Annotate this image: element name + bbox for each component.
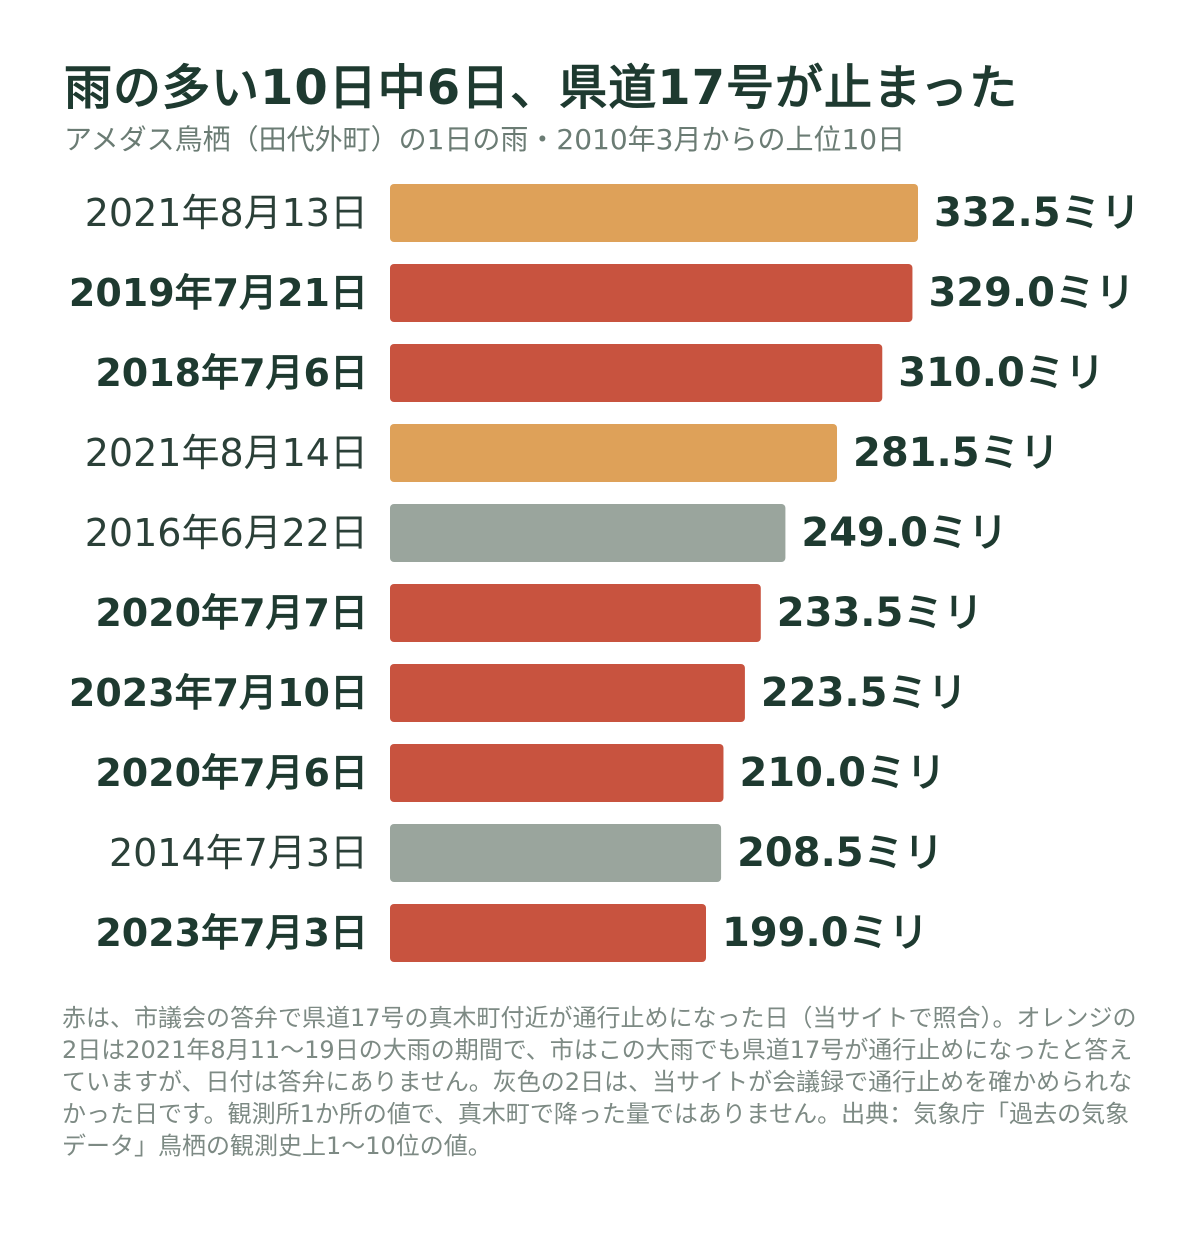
bar-4 — [390, 424, 838, 482]
bar-date-label-10: 2023年7月3日 — [95, 911, 368, 955]
bar-value-label-3: 310.0ミリ — [898, 350, 1105, 396]
bar-date-label-9: 2014年7月3日 — [109, 831, 368, 875]
bar-5 — [390, 504, 786, 562]
bar-value-label-7: 223.5ミリ — [761, 670, 968, 716]
chart-title: 雨の多い10日中6日、県道17号が止まった — [64, 60, 1019, 116]
bar-date-label-4: 2021年8月14日 — [85, 431, 368, 475]
bar-date-label-5: 2016年6月22日 — [85, 511, 368, 555]
chart-note: 赤は、市議会の答弁で県道17号の真木町付近が通行止めになった日（当サイトで照合）… — [62, 1004, 1137, 1160]
bar-3 — [390, 344, 883, 402]
bar-7 — [390, 664, 745, 722]
bar-date-label-7: 2023年7月10日 — [69, 671, 368, 715]
bar-6 — [390, 584, 761, 642]
bar-date-label-6: 2020年7月7日 — [95, 591, 368, 635]
bar-8 — [390, 744, 724, 802]
bar-date-label-1: 2021年8月13日 — [85, 191, 368, 235]
bar-chart: 2021年8月13日 332.5ミリ 2019年7月21日 329.0ミリ 2018年7… — [69, 184, 1141, 962]
bar-value-label-6: 233.5ミリ — [777, 590, 984, 636]
bar-value-label-5: 249.0ミリ — [801, 510, 1008, 556]
bar-9 — [390, 824, 722, 882]
bar-10 — [390, 904, 707, 962]
bar-date-label-2: 2019年7月21日 — [69, 271, 368, 315]
bar-value-label-4: 281.5ミリ — [853, 430, 1060, 476]
chart-subtitle: アメダス鳥栖（田代外町）の1日の雨・2010年3月からの上位10日 — [64, 123, 906, 156]
bar-date-label-8: 2020年7月6日 — [95, 751, 368, 795]
bar-1 — [390, 184, 918, 242]
bar-date-label-3: 2018年7月6日 — [95, 351, 368, 395]
bar-value-label-10: 199.0ミリ — [722, 910, 929, 956]
bar-value-label-2: 329.0ミリ — [928, 270, 1135, 316]
bar-value-label-8: 210.0ミリ — [739, 750, 946, 796]
bar-2 — [390, 264, 913, 322]
bar-value-label-9: 208.5ミリ — [737, 830, 944, 876]
bar-value-label-1: 332.5ミリ — [934, 190, 1141, 236]
